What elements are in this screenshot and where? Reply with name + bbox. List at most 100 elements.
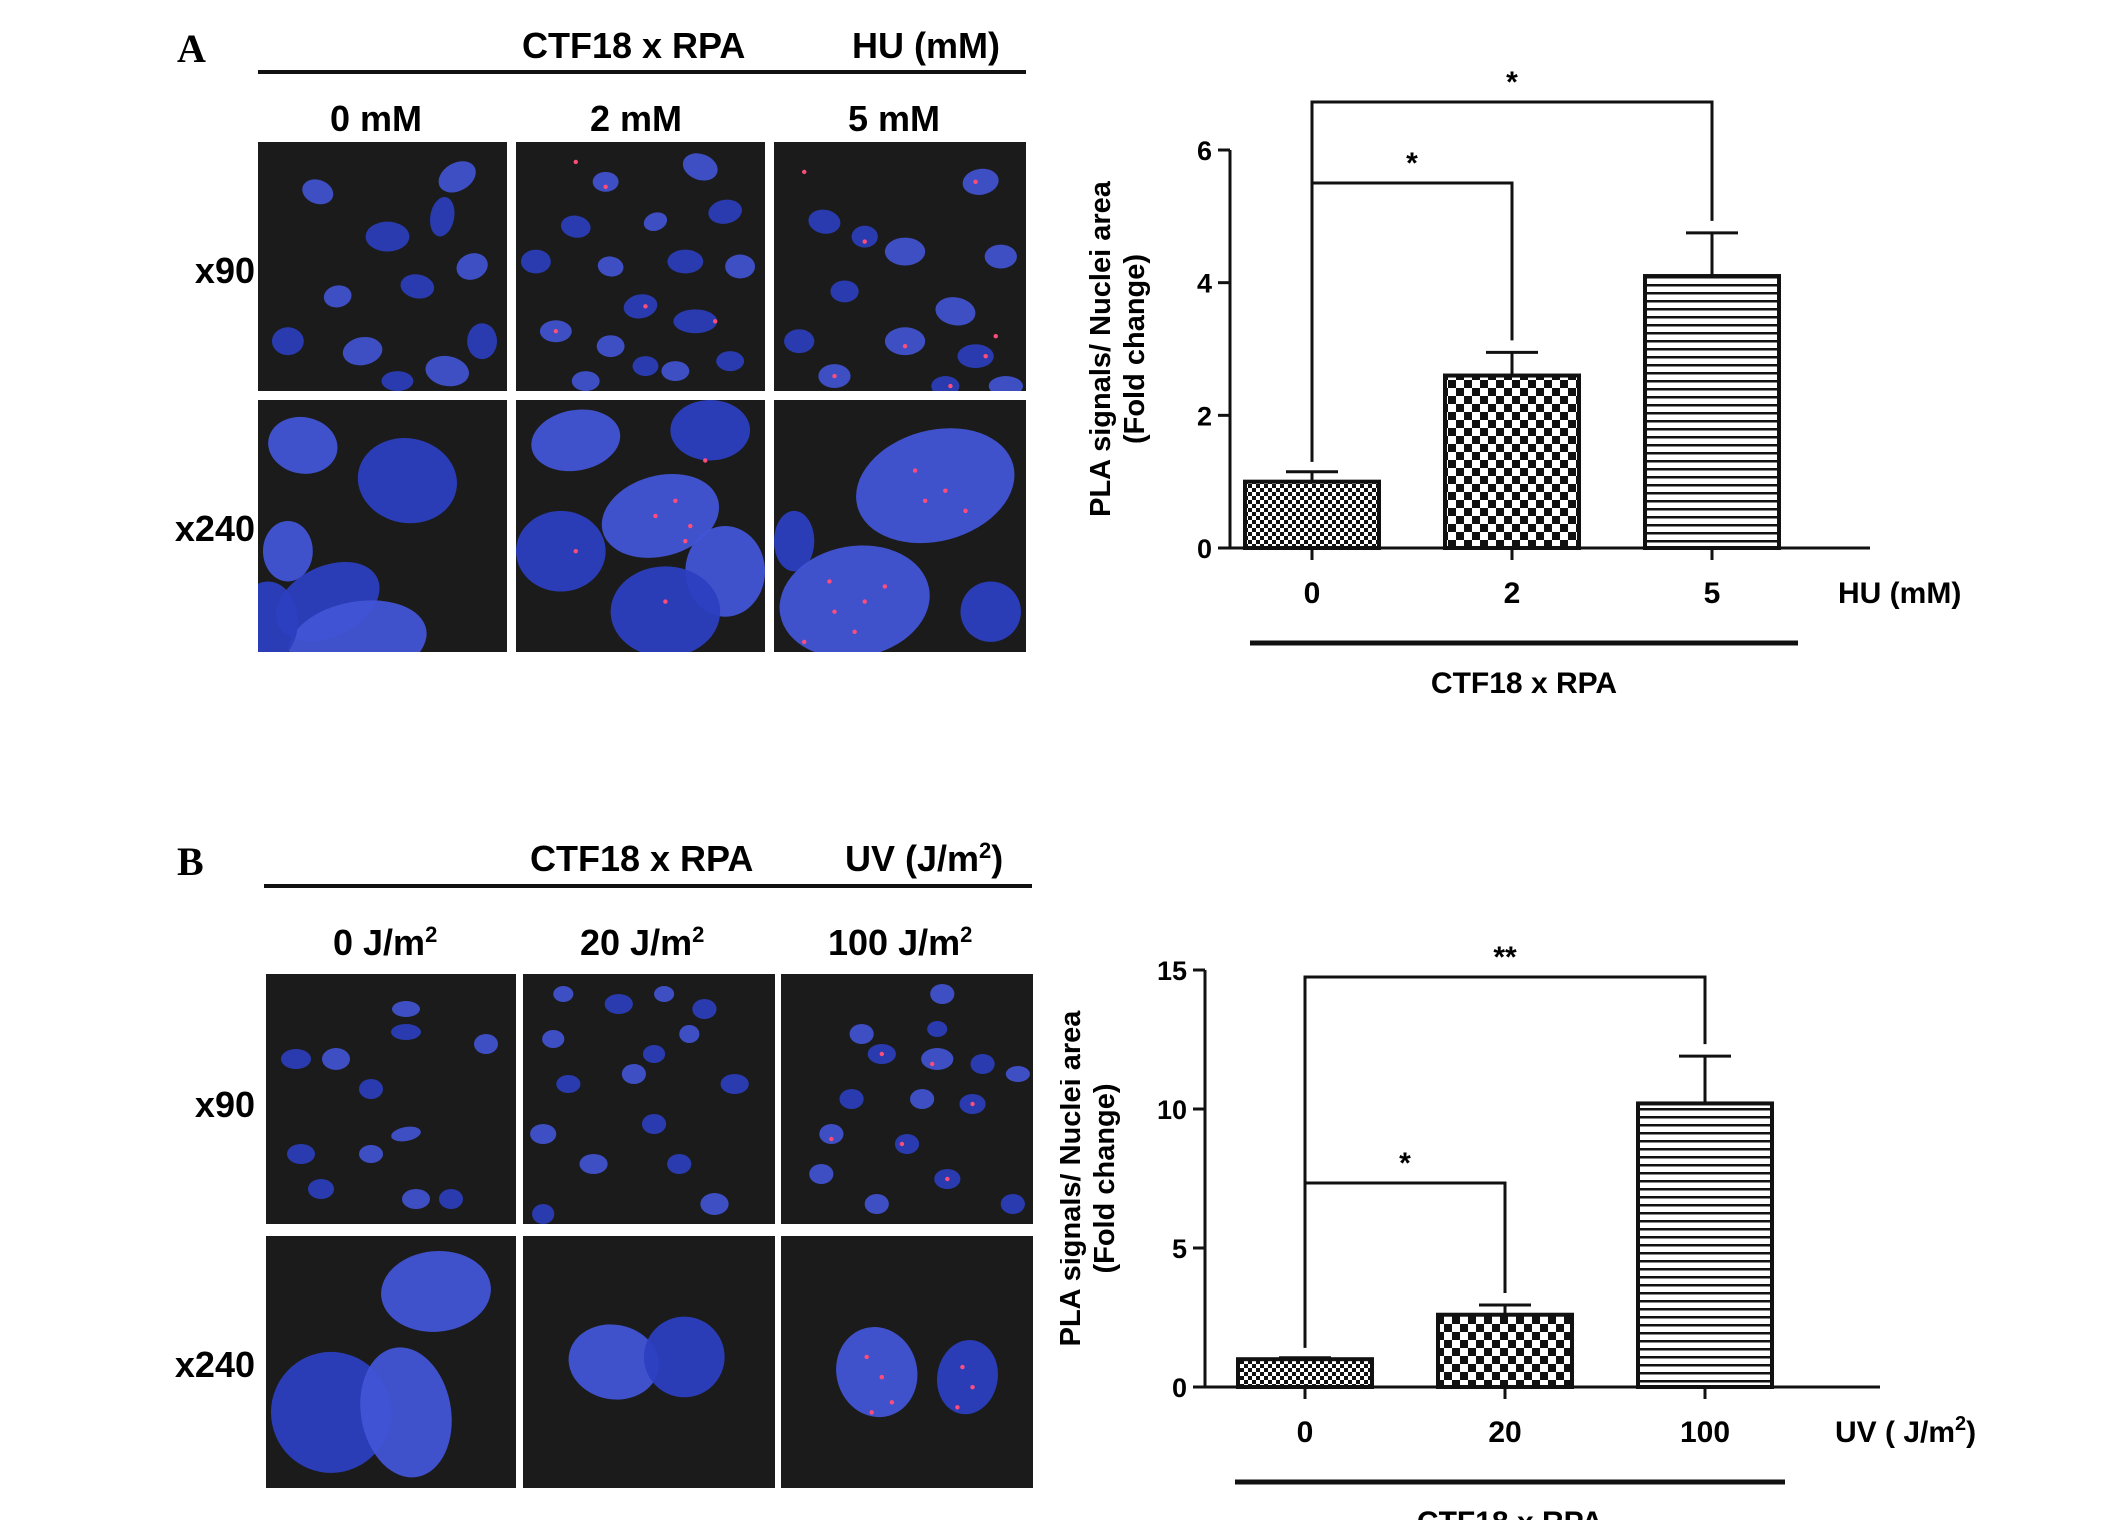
nucleus (641, 1114, 667, 1134)
pla-signal-dot (929, 1061, 935, 1067)
nucleus (360, 1347, 452, 1478)
pla-signal-dot (882, 584, 888, 589)
nucleus (700, 1193, 729, 1215)
nucleus (725, 254, 756, 279)
nucleus (391, 1024, 421, 1040)
pla-signal-dot (827, 579, 832, 584)
pla-signal-dot (963, 508, 968, 514)
nucleus (532, 1204, 555, 1224)
nucleus (830, 280, 859, 303)
nucleus (281, 1049, 311, 1069)
panel-b-row-label-x90: x90 (194, 1084, 255, 1125)
panel-letter-b: B (177, 839, 204, 884)
nucleus (560, 215, 591, 238)
pla-signal-dot (983, 353, 988, 359)
nucleus (851, 225, 878, 248)
nucleus (381, 1250, 491, 1332)
bar-0 (1236, 1357, 1374, 1390)
pla-signal-dot (899, 1141, 905, 1147)
nucleus (425, 355, 469, 387)
x-tick-label: 5 (1704, 577, 1721, 610)
nucleus (579, 1154, 608, 1174)
y-tick-label: 6 (1197, 136, 1212, 166)
micrograph-a-2mm-x90 (516, 142, 765, 391)
nucleus (894, 1134, 920, 1154)
nucleus (308, 1179, 334, 1199)
pla-signal-dot (653, 513, 658, 519)
nucleus (809, 1164, 834, 1184)
pla-signal-dot (832, 609, 837, 614)
nucleus (708, 199, 742, 224)
nucleus (542, 1030, 565, 1048)
nucleus (774, 510, 815, 572)
x-tick-label: 2 (1504, 577, 1521, 610)
nucleus (864, 1194, 889, 1214)
nucleus (935, 297, 976, 326)
x-tick-label: 20 (1488, 1416, 1521, 1449)
micrograph-a-5mm-x90 (774, 142, 1026, 391)
nucleus (597, 256, 624, 277)
micrograph-b-100j-x90 (781, 974, 1033, 1224)
y-tick-label: 0 (1172, 1373, 1187, 1403)
panel-a-header-interaction: CTF18 x RPA (522, 25, 746, 66)
pla-signal-dot (922, 498, 928, 504)
significance-label: ** (1493, 941, 1517, 974)
nucleus (553, 986, 574, 1002)
nucleus (839, 1089, 864, 1109)
y-tick-label: 0 (1197, 534, 1212, 564)
nucleus (262, 520, 313, 582)
nucleus (516, 510, 606, 592)
significance-label: * (1399, 1147, 1411, 1180)
bar-chart-a: 0 2 4 6 0 2 5 * * PLA signals/ Nuclei area (Fold c… (1085, 66, 1961, 700)
pla-signal-dot (802, 639, 807, 645)
nucleus (438, 161, 476, 193)
pla-signal-dot (683, 538, 688, 544)
significance-bracket (1303, 975, 1707, 1348)
nucleus (632, 356, 659, 377)
nucleus (960, 581, 1021, 642)
micrograph-b-0j-x240 (266, 1236, 516, 1488)
nucleus (623, 294, 658, 319)
micrograph-b-100j-x240 (781, 1236, 1033, 1488)
nucleus (654, 986, 675, 1002)
y-axis-label: PLA signals/ Nuclei area (1060, 1010, 1087, 1347)
nucleus (610, 566, 721, 652)
pla-signal-dot (970, 1384, 975, 1390)
nucleus (568, 1324, 659, 1400)
panel-b-col-label-1: 20 J/m2 (580, 922, 705, 963)
pla-signal-dot (832, 373, 837, 379)
pla-signal-dot (573, 159, 578, 165)
nucleus (357, 438, 457, 524)
nucleus (931, 376, 960, 391)
micrograph-a-0mm-x240 (258, 400, 507, 652)
panel-letter-a: A (177, 26, 206, 71)
pla-signal-dot (862, 599, 867, 604)
nucleus (984, 244, 1017, 269)
group-label: CTF18 x RPA (1417, 1506, 1603, 1520)
nucleus (970, 1054, 995, 1074)
panel-b-header-treatment: UV (J/m2) (845, 838, 1004, 879)
nucleus (930, 984, 955, 1004)
panel-a-col-label-2: 5 mM (848, 98, 941, 139)
nucleus (530, 1124, 557, 1144)
nucleus (642, 1045, 666, 1063)
panel-a-col-label-0: 0 mM (330, 98, 423, 139)
nucleus (271, 1351, 391, 1473)
nucleus (322, 1048, 350, 1070)
bar-2 (1443, 373, 1581, 550)
pla-signal-dot (869, 1410, 874, 1415)
significance-bracket (1310, 100, 1714, 462)
x-tick-label: 100 (1680, 1416, 1730, 1449)
pla-signal-dot (663, 599, 668, 604)
pla-signal-dot (603, 184, 608, 190)
nucleus (673, 309, 718, 334)
y-tick-label: 2 (1197, 401, 1212, 431)
panel-b-header-rule (264, 884, 1032, 888)
nucleus (667, 1154, 692, 1174)
nucleus (667, 249, 704, 274)
pla-signal-dot (688, 523, 693, 529)
pla-signal-dot (703, 458, 708, 463)
nucleus (268, 416, 338, 474)
significance-label: * (1506, 66, 1518, 99)
